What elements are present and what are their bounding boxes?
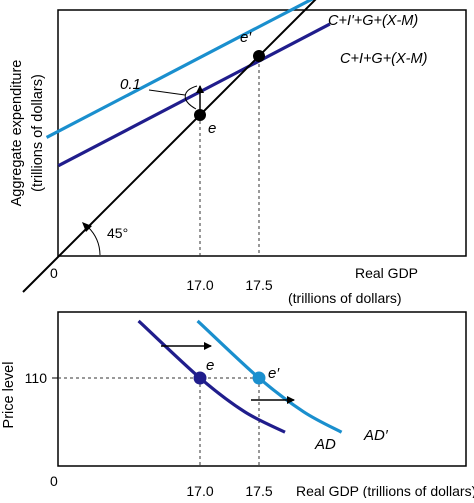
ad-ylabel: Price level xyxy=(1,362,17,429)
shift-brace xyxy=(184,85,198,110)
series-label-ae: C+I+G+(X-M) xyxy=(340,51,427,67)
ae-ylabel: Aggregate expenditure xyxy=(9,60,25,207)
ad-xtick-17-5: 17.5 xyxy=(245,483,272,498)
angle-label: 45° xyxy=(107,225,128,241)
ad-prime-curve xyxy=(196,319,343,434)
ad-point-e xyxy=(193,371,207,385)
shift-label: 0.1 xyxy=(120,76,141,93)
ae-panel: 0.1 45° e e′ C+I'+G+(X-M) C+I+G+(X-M) 0 … xyxy=(9,0,467,306)
forty-five-degree-line xyxy=(22,0,317,293)
series-label-ae-prime: C+I'+G+(X-M) xyxy=(328,13,418,29)
equilibrium-point-e-prime xyxy=(253,50,265,62)
series-label-ad-prime: AD′ xyxy=(363,427,389,444)
ad-point-e-prime xyxy=(252,371,266,385)
ae-xlabel: Real GDP xyxy=(355,265,418,281)
ad-curve xyxy=(137,319,286,434)
equilibrium-point-e xyxy=(194,109,206,121)
ae-origin-label: 0 xyxy=(50,265,58,281)
angle-arrow-tip xyxy=(82,222,92,232)
point-label-e: e xyxy=(208,120,216,137)
price-tick-label-110: 110 xyxy=(25,370,48,386)
ae-prime-line xyxy=(45,0,314,139)
ae-ylabel-units: (trillions of dollars) xyxy=(30,74,46,192)
ae-line xyxy=(57,22,331,168)
ad-xtick-17-0: 17.0 xyxy=(186,483,213,498)
shift-leader-line xyxy=(148,89,186,96)
ae-points-group xyxy=(194,50,265,121)
ae-series-group xyxy=(22,0,331,293)
ad-point-label-e-prime: e′ xyxy=(268,365,280,382)
ad-xlabel: Real GDP (trillions of dollars) xyxy=(296,483,474,498)
ae-xtick-17-5: 17.5 xyxy=(245,277,272,293)
series-label-ad: AD xyxy=(314,436,336,453)
ae-xtick-17-0: 17.0 xyxy=(186,277,213,293)
ad-series-group xyxy=(137,319,343,434)
ad-points-group xyxy=(193,371,266,385)
ae-xlabel-units: (trillions of dollars) xyxy=(288,290,402,306)
angle-arc xyxy=(87,226,101,256)
point-label-e-prime: e′ xyxy=(240,29,252,46)
ad-point-label-e: e xyxy=(206,357,214,374)
ad-plot-frame xyxy=(57,311,467,467)
ad-panel: 110 e e′ AD AD′ 0 17.0 17.5 Real GDP (tr… xyxy=(1,311,474,499)
ad-origin-label: 0 xyxy=(50,473,58,489)
